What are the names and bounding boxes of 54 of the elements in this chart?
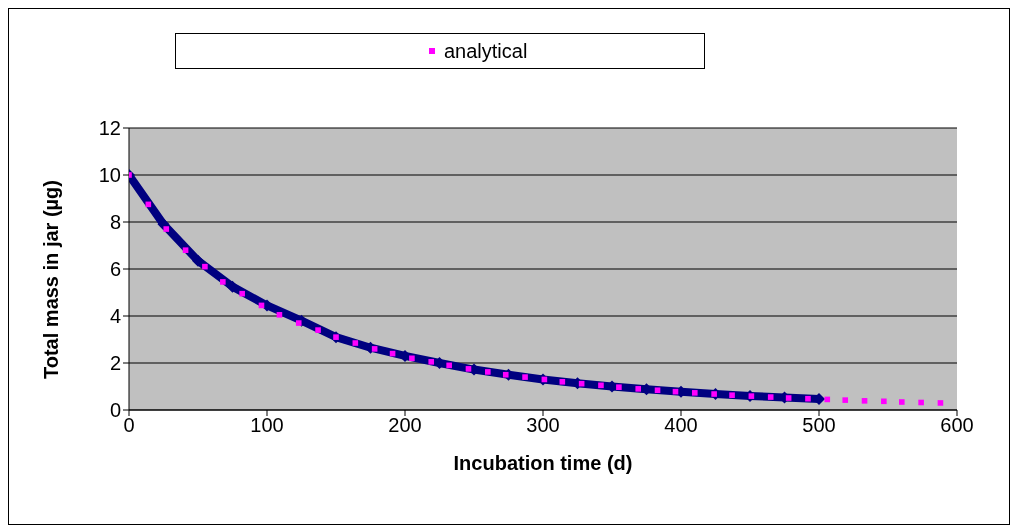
point — [315, 327, 321, 333]
point — [692, 390, 698, 396]
point — [748, 393, 755, 399]
point — [842, 397, 849, 403]
point — [522, 374, 528, 380]
point — [635, 386, 642, 392]
point — [899, 399, 905, 405]
point — [598, 382, 604, 389]
point — [785, 395, 792, 401]
point — [805, 395, 811, 402]
point — [465, 366, 472, 372]
point — [220, 279, 226, 285]
point — [918, 399, 924, 406]
y-tick-label: 0 — [109, 399, 121, 422]
point — [409, 355, 415, 362]
point — [163, 226, 170, 232]
point — [502, 371, 509, 378]
point — [881, 398, 887, 405]
point — [485, 369, 491, 375]
point — [352, 340, 359, 346]
x-tick-label: 300 — [526, 414, 560, 437]
y-axis-title: Total mass in jar (µg) — [40, 180, 63, 379]
legend-label: analytical — [444, 39, 528, 63]
y-tick-label: 4 — [109, 305, 121, 328]
y-tick-label: 10 — [98, 164, 121, 187]
point — [767, 394, 774, 400]
point — [616, 384, 622, 391]
point — [861, 398, 868, 404]
x-tick-label: 100 — [250, 414, 284, 437]
point — [428, 359, 435, 365]
point — [559, 379, 566, 385]
y-tick-label: 12 — [98, 117, 121, 140]
point — [192, 254, 204, 267]
point — [371, 346, 378, 352]
point — [182, 247, 189, 253]
point — [202, 263, 208, 270]
x-axis-title: Incubation time (d) — [453, 452, 633, 474]
point — [239, 290, 245, 297]
point — [824, 396, 831, 403]
x-tick-label: 0 — [123, 414, 135, 437]
x-tick-label: 200 — [388, 414, 422, 437]
point — [295, 320, 302, 326]
y-tick-label: 8 — [109, 211, 121, 234]
x-tick-label: 400 — [664, 414, 698, 437]
y-tick-label: 6 — [109, 258, 121, 281]
point — [654, 387, 661, 394]
point — [276, 312, 283, 318]
point — [711, 391, 717, 397]
y-tick-label: 2 — [109, 352, 121, 375]
point — [446, 362, 452, 369]
point — [729, 392, 735, 398]
point — [937, 400, 944, 406]
x-tick-label: 600 — [940, 414, 974, 437]
x-tick-label: 500 — [802, 414, 836, 437]
